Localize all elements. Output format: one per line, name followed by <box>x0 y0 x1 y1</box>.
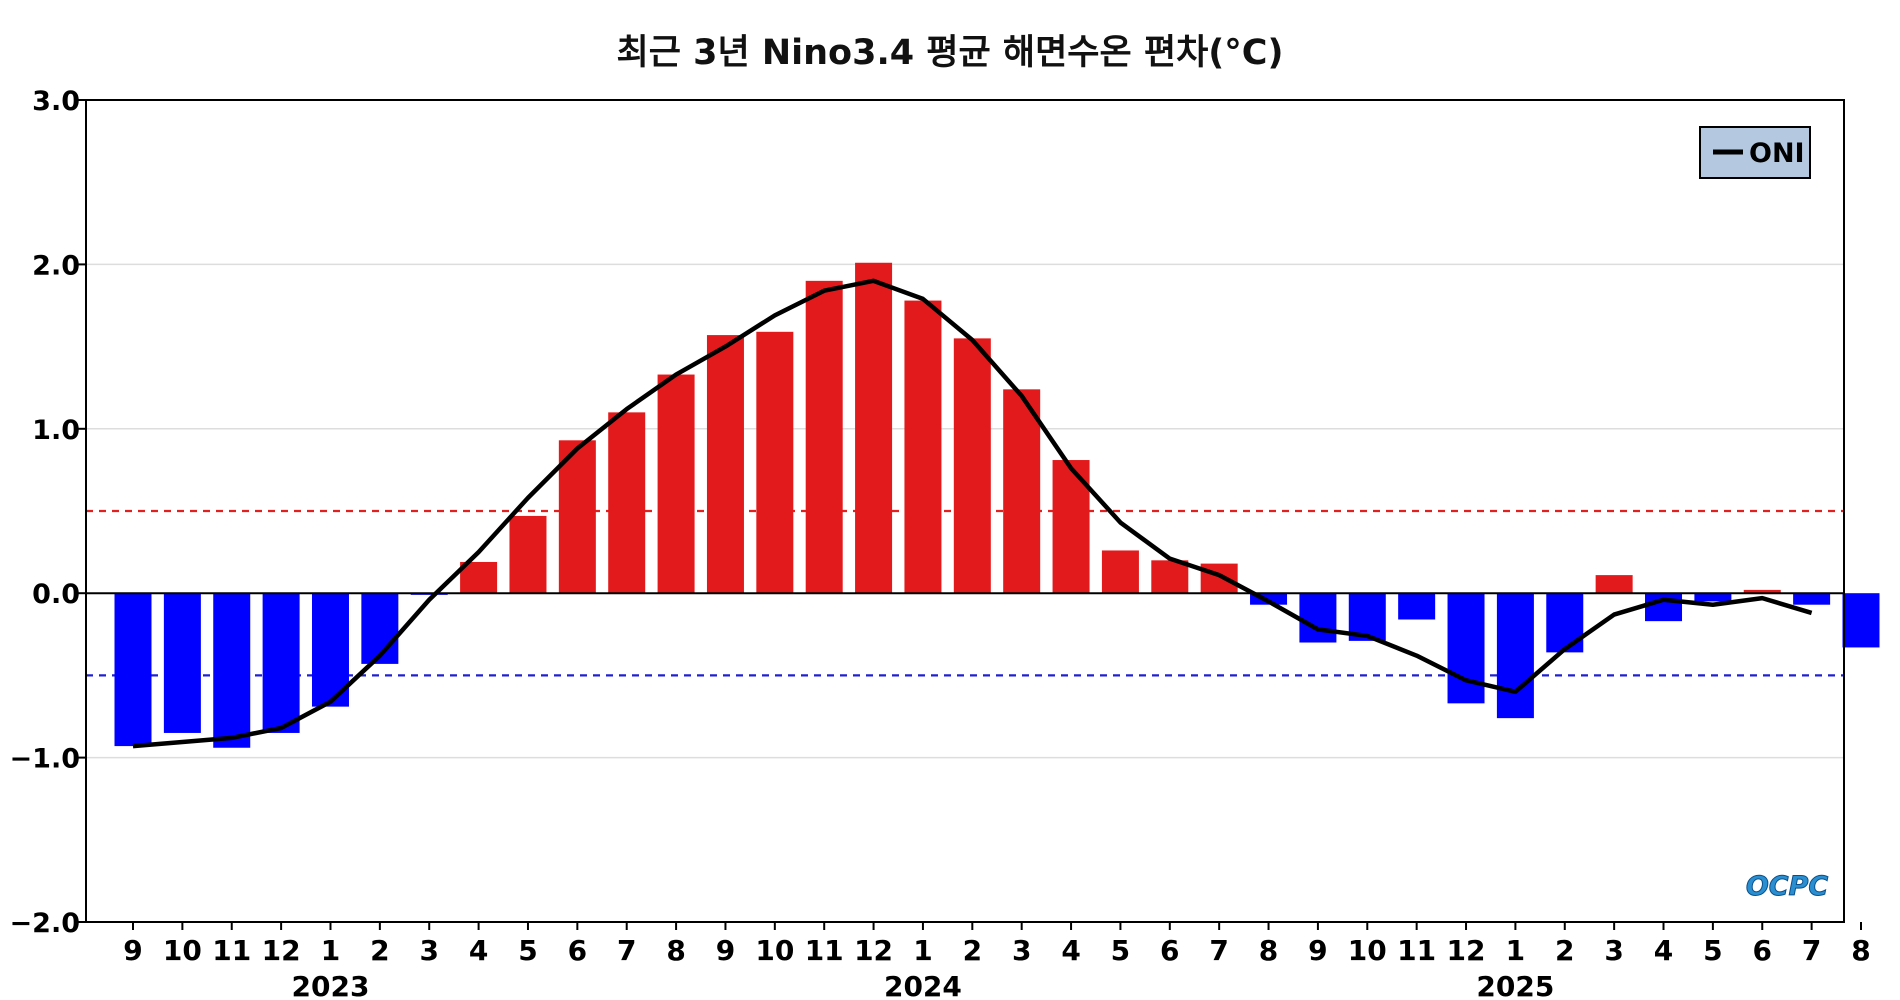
x-tick-label: 10 <box>163 934 202 967</box>
bar <box>756 331 794 594</box>
x-tick-label: 12 <box>854 934 893 967</box>
bar <box>509 515 547 594</box>
bar <box>1694 593 1732 602</box>
x-tick-label: 12 <box>1447 934 1486 967</box>
x-tick-label: 1 <box>1506 934 1525 967</box>
x-tick-label: 8 <box>666 934 685 967</box>
bar <box>953 338 991 594</box>
bar <box>262 593 300 733</box>
x-tick-label: 9 <box>1308 934 1327 967</box>
year-labels: 2023 2024 2025 <box>292 970 1555 1000</box>
bars <box>114 262 1880 748</box>
y-tick-label: −2.0 <box>10 908 80 939</box>
chart-title: 최근 3년 Nino3.4 평균 해면수온 편차(°C) <box>617 33 1284 73</box>
x-tick-label: 7 <box>617 934 636 967</box>
bar <box>1447 593 1485 704</box>
x-tick-label: 7 <box>1209 934 1228 967</box>
x-tick-label: 4 <box>1654 934 1673 967</box>
bar <box>706 335 744 594</box>
bar <box>114 593 152 747</box>
bar <box>1645 593 1683 622</box>
bar <box>904 300 942 594</box>
y-tick-label: 2.0 <box>32 250 80 281</box>
bar <box>558 440 596 594</box>
x-tick-label: 6 <box>568 934 587 967</box>
year-label: 2023 <box>292 970 370 1000</box>
bar <box>657 374 695 594</box>
y-tick-label: 0.0 <box>32 579 80 610</box>
bar <box>361 593 399 664</box>
ocpc-logo-text: OCPC <box>1746 871 1829 902</box>
bar <box>1151 560 1189 594</box>
bar <box>163 593 201 733</box>
x-tick-label: 8 <box>1851 934 1870 967</box>
x-tick-label: 4 <box>469 934 488 967</box>
x-tick-label: 12 <box>262 934 301 967</box>
x-tick-label: 5 <box>518 934 537 967</box>
x-tick-label: 3 <box>419 934 438 967</box>
plot-frame <box>85 99 1845 923</box>
bar <box>855 262 893 594</box>
bar <box>608 412 646 594</box>
x-tick-label: 1 <box>321 934 340 967</box>
year-label: 2025 <box>1476 970 1554 1000</box>
x-tick-label: 11 <box>1397 934 1436 967</box>
y-axis: 3.0 2.0 1.0 0.0 −1.0 −2.0 <box>10 86 86 939</box>
x-tick-label: 11 <box>212 934 251 967</box>
x-tick-label: 10 <box>1348 934 1387 967</box>
year-label: 2024 <box>884 970 962 1000</box>
x-tick-label: 2 <box>1555 934 1574 967</box>
bar <box>1595 575 1633 594</box>
x-tick-label: 1 <box>913 934 932 967</box>
bar <box>1496 593 1534 719</box>
ocpc-logo: OCPC <box>1745 871 1829 903</box>
bar <box>1101 550 1139 594</box>
bar <box>1842 593 1880 648</box>
bar <box>460 561 498 594</box>
x-tick-label: 4 <box>1061 934 1080 967</box>
x-tick-label: 5 <box>1111 934 1130 967</box>
x-tick-label: 8 <box>1259 934 1278 967</box>
x-tick-label: 6 <box>1160 934 1179 967</box>
x-axis: 9 10 11 12 1 2 3 4 5 6 7 8 9 10 11 12 1 2 3 4 5 6 7 8 9 10 11 12 1 2 3… <box>123 922 1871 967</box>
x-tick-label: 9 <box>123 934 142 967</box>
y-tick-label: −1.0 <box>10 744 80 775</box>
x-tick-label: 11 <box>805 934 844 967</box>
bar <box>1398 593 1436 620</box>
oni-line <box>132 278 1813 749</box>
x-tick-label: 6 <box>1753 934 1772 967</box>
x-tick-label: 10 <box>755 934 794 967</box>
x-tick-label: 7 <box>1802 934 1821 967</box>
bar <box>1003 389 1041 594</box>
y-tick-label: 3.0 <box>32 86 80 117</box>
x-tick-label: 2 <box>370 934 389 967</box>
x-tick-label: 3 <box>1012 934 1031 967</box>
bar <box>213 593 251 748</box>
x-tick-label: 3 <box>1604 934 1623 967</box>
legend: ONI <box>1699 126 1811 179</box>
bar <box>1200 563 1238 594</box>
x-tick-label: 9 <box>716 934 735 967</box>
x-tick-label: 5 <box>1703 934 1722 967</box>
bar <box>805 280 843 594</box>
x-tick-label: 2 <box>963 934 982 967</box>
legend-label: ONI <box>1749 138 1805 169</box>
oni-series <box>132 278 1813 749</box>
y-tick-label: 1.0 <box>32 415 80 446</box>
bar <box>1546 593 1584 653</box>
bar <box>1793 593 1831 605</box>
bar <box>1743 589 1781 594</box>
bar <box>1299 593 1337 643</box>
